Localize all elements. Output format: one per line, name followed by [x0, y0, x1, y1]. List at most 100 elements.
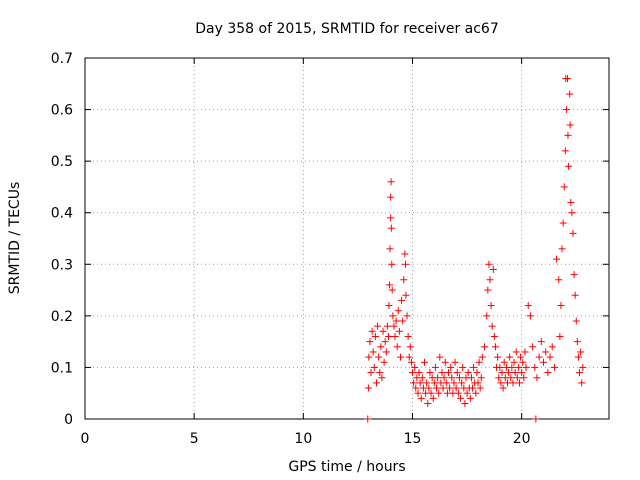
data-point	[448, 374, 456, 382]
data-point	[427, 389, 435, 397]
data-point	[433, 384, 441, 392]
data-point	[404, 332, 412, 340]
y-tick-label: 0.5	[51, 154, 73, 170]
data-point	[406, 343, 414, 351]
data-point	[535, 353, 543, 361]
data-point	[368, 327, 376, 335]
data-point	[560, 183, 568, 191]
data-point	[417, 394, 425, 402]
data-point	[512, 348, 520, 356]
data-point	[384, 332, 392, 340]
data-point	[562, 106, 570, 114]
data-point	[409, 369, 416, 377]
data-point	[510, 358, 518, 366]
data-point	[410, 379, 418, 387]
data-point	[463, 389, 471, 397]
data-point	[426, 369, 434, 377]
data-point	[451, 358, 459, 366]
data-point	[567, 198, 575, 206]
data-point	[476, 384, 484, 392]
data-point	[414, 389, 422, 397]
data-point	[508, 363, 516, 371]
data-point	[487, 302, 495, 310]
data-point	[533, 374, 541, 382]
data-point	[519, 358, 527, 366]
data-point	[446, 384, 454, 392]
y-tick-label: 0.7	[51, 51, 73, 67]
plot-frame	[84, 57, 610, 420]
data-point	[459, 363, 467, 371]
x-tick-label: 20	[513, 431, 531, 447]
data-point	[544, 369, 552, 377]
data-point	[366, 338, 374, 346]
data-point	[574, 353, 582, 361]
data-point	[412, 384, 420, 392]
data-point	[566, 90, 574, 98]
data-point	[424, 400, 432, 408]
data-point	[558, 245, 566, 253]
data-point	[388, 286, 396, 294]
x-tick-label: 5	[190, 431, 199, 447]
data-point	[496, 363, 504, 371]
data-point	[500, 358, 508, 366]
chart-title: Day 358 of 2015, SRMTID for receiver ac6…	[195, 21, 499, 37]
data-point	[429, 394, 437, 402]
data-point	[517, 353, 525, 361]
data-point	[371, 332, 379, 340]
data-point	[411, 363, 419, 371]
data-point	[578, 379, 586, 387]
data-point	[546, 353, 554, 361]
data-point	[488, 322, 496, 330]
data-point	[387, 214, 395, 222]
data-point	[401, 250, 409, 258]
data-point	[548, 343, 556, 351]
data-point	[423, 379, 431, 387]
y-tick-label: 0.4	[51, 206, 73, 222]
data-point	[445, 369, 453, 377]
data-point	[478, 353, 486, 361]
data-point	[565, 162, 573, 170]
data-point	[418, 374, 426, 382]
data-point	[387, 193, 395, 201]
data-points	[364, 75, 587, 423]
data-point	[568, 209, 576, 217]
data-point	[407, 358, 415, 366]
data-point	[553, 255, 561, 263]
data-point	[550, 363, 558, 371]
data-point	[564, 75, 572, 83]
data-point	[526, 312, 534, 320]
data-point	[522, 363, 530, 371]
x-tick-labels: 0 5 10 15 20	[81, 431, 531, 447]
axis-ticks	[84, 57, 609, 420]
data-point	[386, 281, 394, 289]
data-point	[392, 317, 400, 325]
data-point	[402, 260, 410, 268]
data-point	[431, 363, 439, 371]
data-point	[394, 307, 402, 315]
data-point	[383, 322, 391, 330]
data-point	[521, 348, 529, 356]
data-point	[380, 358, 388, 366]
data-point	[374, 322, 382, 330]
data-point	[447, 363, 455, 371]
x-tick-label: 10	[294, 431, 312, 447]
data-point	[415, 369, 423, 377]
data-point	[571, 291, 579, 299]
data-point	[566, 121, 574, 129]
data-point	[376, 369, 384, 377]
data-point	[474, 379, 482, 387]
data-point	[576, 369, 584, 377]
data-point	[385, 302, 393, 310]
data-point	[389, 312, 397, 320]
data-point	[450, 379, 458, 387]
data-point	[561, 147, 569, 155]
data-point	[495, 374, 503, 382]
data-point	[557, 302, 565, 310]
data-point	[453, 369, 461, 377]
data-point	[486, 276, 494, 284]
data-point	[498, 369, 506, 377]
data-point	[416, 379, 424, 387]
data-point	[391, 332, 399, 340]
data-point	[439, 384, 447, 392]
